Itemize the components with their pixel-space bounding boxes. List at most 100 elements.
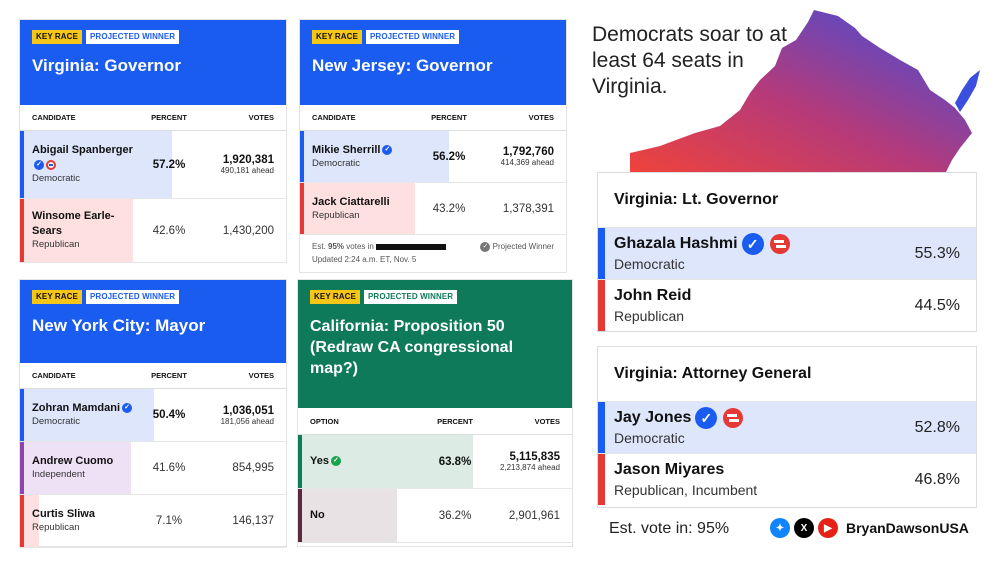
votes-value: 2,901,961 [508,509,560,522]
check-icon: ✓ [741,233,764,256]
candidate-name: Mikie Sherrill [312,143,381,156]
candidate-row[interactable]: Zohran Mamdani ✓ Democratic 50.4% 1,036,05… [20,389,286,442]
column-headers: CANDIDATE PERCENT VOTES [20,105,286,131]
ca-prop50-header: KEY RACE PROJECTED WINNER California: Pro… [298,280,572,408]
ahead-value: 181,056 ahead [220,416,274,426]
option-row[interactable]: No 36.2% 2,901,961 [298,489,572,543]
bluesky-icon[interactable]: ✦ [770,518,790,538]
candidate-row[interactable]: Curtis Sliwa Republican 7.1% 146,137 [20,495,286,548]
check-icon: ✓ [382,144,393,155]
card-footer: Est. 95% votes in ✓ Projected Winner Upd… [312,241,554,264]
votes-value: 1,430,200 [222,224,274,237]
race-title: Virginia: Lt. Governor [614,191,779,208]
check-icon: ✓ [695,407,718,430]
votes-value: 146,137 [232,515,274,527]
party-label: Democratic [32,416,81,428]
race-title: Virginia: Governor [32,56,181,75]
ahead-value: 414,369 ahead [500,158,554,167]
key-race-badge: KEY RACE [32,290,82,304]
party-label: Republican, Incumbent [614,481,758,498]
nj-governor-header: KEY RACE PROJECTED WINNER New Jersey: Gov… [300,20,566,105]
candidate-row[interactable]: Andrew Cuomo Independent 41.6% 854,995 [20,442,286,495]
candidate-row[interactable]: Abigail Spanberger ✓ Democratic 57.2% 1,92… [20,131,286,199]
nyc-mayor-header: KEY RACE PROJECTED WINNER New York City: … [20,280,286,363]
projected-winner-badge: PROJECTED WINNER [86,30,180,44]
va-lt-governor-panel: Virginia: Lt. Governor Ghazala Hashmi ✓ De… [597,172,977,332]
candidate-name: Ghazala Hashmi [614,235,738,253]
candidate-name: Jack Ciattarelli [312,195,390,208]
virginia-map [630,10,980,174]
flip-icon [46,160,56,171]
check-icon: ✓ [122,403,133,414]
candidate-row[interactable]: Jay Jones ✓ Democratic 52.8% [598,401,976,453]
ahead-value: 2,213,874 ahead [499,463,560,472]
projected-winner-badge: PROJECTED WINNER [366,30,460,44]
candidate-row[interactable]: Ghazala Hashmi ✓ Democratic 55.3% [598,227,976,279]
party-label: Republican [32,522,80,534]
x-icon[interactable]: X [794,518,814,538]
percent-value: 50.4% [152,409,186,421]
check-icon: ✓ [330,456,341,467]
candidate-name: John Reid [614,287,692,305]
check-icon: ✓ [34,160,44,171]
youtube-icon[interactable]: ▶ [818,518,838,538]
percent-value: 56.2% [432,150,466,163]
author-handle[interactable]: BryanDawsonUSA [846,520,969,536]
candidate-name: Andrew Cuomo [32,455,114,468]
candidate-name: Jason Miyares [614,461,725,479]
headline: Democrats soar to at least 64 seats in V… [592,23,787,98]
flip-icon [723,408,744,429]
party-label: Democratic [614,430,685,447]
percent-value: 41.6% [152,462,186,474]
percent-value: 63.8% [438,455,472,468]
va-attorney-general-panel: Virginia: Attorney General Jay Jones ✓ Dem… [597,346,977,508]
option-row[interactable]: Yes ✓ 63.8% 5,115,835 2,213,874 ahead [298,435,572,489]
percent-value: 52.8% [914,418,960,436]
votes-value: 1,036,051 [222,404,274,417]
flip-icon [769,234,790,255]
votes-value: 5,115,835 [509,451,560,463]
key-race-badge: KEY RACE [312,30,362,44]
social-handles: ✦ X ▶ BryanDawsonUSA [770,518,969,538]
candidate-name: Curtis Sliwa [32,508,95,521]
nyc-mayor-card: KEY RACE PROJECTED WINNER New York City: … [19,279,287,548]
percent-value: 57.2% [152,158,186,171]
key-race-badge: KEY RACE [310,290,360,304]
candidate-name: Abigail Spanberger [32,144,133,157]
votes-value: 1,378,391 [502,202,554,215]
column-headers: OPTION PERCENT VOTES [298,408,572,435]
column-headers: CANDIDATE PERCENT VOTES [300,105,566,131]
party-label: Democratic [312,157,361,169]
option-name: Yes [310,455,329,468]
candidate-row[interactable]: Winsome Earle-Sears Republican 42.6% 1,43… [20,199,286,263]
votes-value: 1,792,760 [502,146,554,158]
percent-value: 46.8% [914,470,960,488]
ca-prop50-card: KEY RACE PROJECTED WINNER California: Pro… [297,279,573,547]
column-headers: CANDIDATE PERCENT VOTES [20,363,286,389]
est-vote-in: Est. vote in: 95% [609,520,730,537]
projected-winner-badge: PROJECTED WINNER [86,290,180,304]
candidate-row[interactable]: Jason Miyares Republican, Incumbent 46.8% [598,453,976,505]
projected-winner-badge: PROJECTED WINNER [364,290,458,304]
race-title: Virginia: Attorney General [614,365,812,382]
party-label: Independent [32,469,85,481]
percent-value: 43.2% [432,202,466,215]
party-label: Republican [32,238,80,250]
key-race-badge: KEY RACE [32,30,82,44]
candidate-row[interactable]: Mikie Sherrill ✓ Democratic 56.2% 1,792,76… [300,131,566,183]
percent-value: 36.2% [438,509,472,522]
option-name: No [310,509,325,522]
candidate-row[interactable]: John Reid Republican 44.5% [598,279,976,331]
race-title: California: Proposition 50 (Redraw CA co… [310,318,514,377]
votes-value: 854,995 [232,462,274,474]
percent-value: 7.1% [155,515,183,527]
race-title: New York City: Mayor [32,316,206,335]
nj-governor-card: KEY RACE PROJECTED WINNER New Jersey: Gov… [299,19,567,273]
party-label: Republican [312,209,360,221]
candidate-name: Zohran Mamdani [32,402,121,415]
updated-time: Updated 2:24 a.m. ET, Nov. 5 [312,254,417,264]
votes-value: 1,920,381 [222,154,274,166]
candidate-name: Winsome Earle-Sears [32,210,115,238]
candidate-row[interactable]: Jack Ciattarelli Republican 43.2% 1,378,3… [300,183,566,235]
